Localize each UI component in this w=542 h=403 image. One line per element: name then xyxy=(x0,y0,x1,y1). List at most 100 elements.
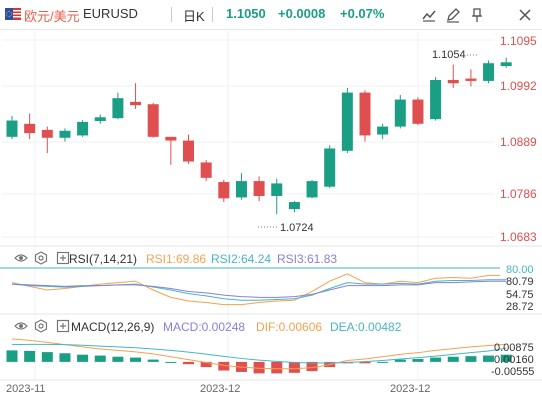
dif-line xyxy=(11,338,507,370)
divider xyxy=(212,7,213,22)
macd-tick: 0.00160 xyxy=(494,354,534,366)
macd-bar xyxy=(394,359,406,362)
macd-bar xyxy=(288,361,300,373)
price-change-pct: +0.07% xyxy=(340,6,385,21)
candle-down xyxy=(165,136,177,141)
rsi-tick: 80.79 xyxy=(506,276,534,288)
candle-up xyxy=(306,181,318,198)
macd-title: MACD(12,26,9) xyxy=(71,320,155,334)
symbol-header: 欧元/美元 EURUSD 日K 1.1050 +0.0008 +0.07% xyxy=(0,0,542,30)
candle-up xyxy=(6,120,18,137)
candle-down xyxy=(41,129,53,138)
eye-icon[interactable] xyxy=(14,319,28,333)
dea-line xyxy=(11,343,507,364)
candle-down xyxy=(200,162,212,178)
settings-icon[interactable] xyxy=(34,319,48,333)
price-tick: 1.0889 xyxy=(500,135,537,149)
candle-up xyxy=(500,62,512,67)
macd-bar xyxy=(77,354,89,362)
candle-down xyxy=(130,101,142,106)
price-tick: 1.1095 xyxy=(500,34,537,48)
line-tool-icon[interactable] xyxy=(420,6,438,24)
rsi-tick: 80.00 xyxy=(506,264,534,276)
macd-indicator-bar: MACD(12,26,9) MACD:0.00248 DIF:0.00606 D… xyxy=(0,316,542,336)
candle-up xyxy=(59,130,71,138)
macd-bar xyxy=(306,361,318,372)
divider xyxy=(171,7,172,22)
macd-bar xyxy=(147,359,159,362)
macd-lines xyxy=(11,338,507,370)
candle-up xyxy=(235,181,247,198)
rsi1-line xyxy=(11,273,507,306)
time-axis: 2023-11 2023-12 2023-12 xyxy=(6,383,430,395)
expand-icon[interactable] xyxy=(56,251,70,265)
candle-up xyxy=(430,79,442,120)
candle-up xyxy=(483,63,495,81)
time-label: 2023-12 xyxy=(390,383,430,395)
settings-icon[interactable] xyxy=(34,251,48,265)
price-tick: 1.0992 xyxy=(500,79,537,93)
candle-down xyxy=(147,104,159,137)
macd-bar xyxy=(6,350,18,362)
period-selector[interactable]: 日K xyxy=(183,9,205,24)
price-tick: 1.0786 xyxy=(500,187,537,201)
macd-bar xyxy=(500,354,512,362)
macd-bar xyxy=(59,353,71,362)
pin-icon[interactable] xyxy=(468,6,486,24)
candle-down xyxy=(359,92,371,136)
candle-down xyxy=(465,78,477,81)
grid-lines xyxy=(0,32,542,381)
macd-bar xyxy=(447,356,459,362)
macd-bar xyxy=(183,361,194,365)
macd-bar xyxy=(112,356,124,362)
macd-bar xyxy=(271,361,283,374)
rsi3-value: RSI3:61.83 xyxy=(277,252,338,266)
macd-bar xyxy=(165,361,177,363)
pair-name-cn[interactable]: 欧元/美元 xyxy=(24,9,80,24)
rsi-indicator-bar: RSI(7,14,21) RSI1:69.86 RSI2:64.24 RSI3:… xyxy=(0,248,542,268)
close-icon[interactable] xyxy=(516,6,534,24)
candlesticks xyxy=(6,57,512,215)
rsi1-value: RSI1:69.86 xyxy=(146,252,207,266)
macd-bar xyxy=(218,361,230,371)
macd-histogram xyxy=(6,350,512,374)
expand-icon[interactable] xyxy=(56,319,70,333)
macd-bar xyxy=(377,361,389,363)
candle-down xyxy=(218,182,230,199)
price-change: +0.0008 xyxy=(278,6,326,21)
rsi3-line xyxy=(11,280,507,298)
macd-bar xyxy=(130,357,142,362)
high-annotation: 1.1054 xyxy=(432,49,478,61)
pencil-icon[interactable] xyxy=(444,6,462,24)
macd-bar xyxy=(200,361,212,368)
candle-up xyxy=(377,126,389,135)
rsi-title: RSI(7,14,21) xyxy=(69,252,138,266)
candle-down xyxy=(24,123,36,134)
macd-bar xyxy=(483,355,495,362)
candle-up xyxy=(341,92,353,151)
high-label: 1.1054 xyxy=(432,49,466,61)
low-label: 1.0724 xyxy=(280,222,314,234)
macd-bar xyxy=(465,356,477,362)
rsi-lines xyxy=(11,273,507,306)
dea-value: DEA:0.00482 xyxy=(330,320,402,334)
price-axis: 1.1095 1.0992 1.0889 1.0786 1.0683 xyxy=(500,34,537,244)
macd-tick: 0.00875 xyxy=(494,342,534,354)
macd-axis: 0.00875 0.00160 -0.00555 xyxy=(491,342,534,378)
rsi2-value: RSI2:64.24 xyxy=(211,252,272,266)
macd-bar xyxy=(24,350,36,362)
price-tick: 1.0683 xyxy=(500,230,537,244)
eu-us-flag-icon xyxy=(5,8,21,20)
candle-down xyxy=(447,79,459,84)
candle-up xyxy=(394,99,406,127)
eye-icon[interactable] xyxy=(14,251,28,265)
macd-bar xyxy=(412,359,424,362)
macd-bar xyxy=(41,352,53,362)
macd-bar xyxy=(430,357,442,362)
macd-bar xyxy=(94,355,106,362)
candle-down xyxy=(412,99,424,124)
candle-down xyxy=(183,140,194,162)
low-annotation: 1.0724 xyxy=(258,222,314,234)
candle-up xyxy=(112,98,124,119)
